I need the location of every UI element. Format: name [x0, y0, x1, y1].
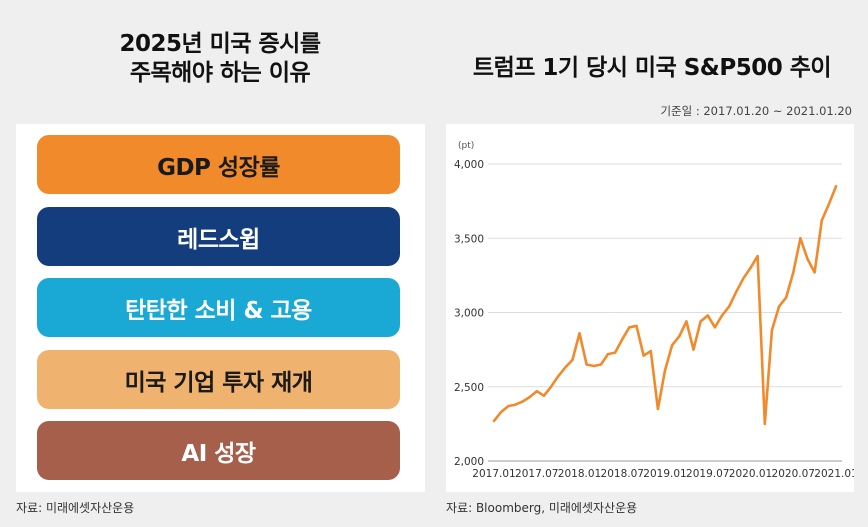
data-point: [656, 407, 660, 411]
reason-ai-growth: AI 성장: [37, 421, 400, 480]
data-point: [606, 352, 610, 356]
data-point: [649, 349, 652, 353]
data-point: [507, 404, 510, 408]
data-point: [499, 410, 503, 414]
data-point: [585, 363, 588, 366]
data-point: [720, 314, 724, 317]
data-point: [578, 332, 581, 335]
x-tick-label: 2019.07: [686, 468, 729, 480]
data-point: [763, 422, 766, 426]
data-point: [834, 185, 838, 188]
data-point: [820, 219, 823, 222]
chart-title: 트럼프 1기 당시 미국 S&P500 추이: [472, 55, 832, 81]
data-point: [613, 351, 617, 354]
data-point: [528, 395, 531, 399]
data-point: [699, 320, 702, 323]
x-axis: 2017.01 2017.07 2018.01 2018.07 2019.01 2019.…: [472, 468, 854, 480]
data-point: [756, 254, 759, 258]
data-point: [628, 326, 631, 329]
series-layer: [492, 184, 838, 426]
x-tick-label: 2018.01: [558, 468, 601, 480]
grid-layer: [488, 163, 842, 462]
data-point: [564, 366, 567, 369]
right-source: 자료: Bloomberg, 미래에셋자산운용: [446, 501, 638, 515]
left-title: 2025년 미국 증시를 주목해야 하는 이유: [16, 30, 424, 88]
data-point: [549, 385, 553, 388]
sp500-chart: 2,000 2,500 3,000 3,500 4,000 2017.01 2017.07…: [454, 141, 854, 480]
data-point: [670, 344, 674, 347]
data-point: [571, 358, 574, 362]
left-title-line1: 2025년 미국 증시를: [119, 31, 322, 57]
left-title-line2: 주목해야 하는 이유: [129, 60, 311, 86]
data-point: [799, 237, 802, 240]
data-point: [621, 338, 624, 341]
data-point: [827, 202, 831, 206]
data-point: [727, 305, 731, 308]
data-point: [678, 335, 681, 338]
data-point: [635, 324, 638, 328]
left-source: 자료: 미래에셋자산운용: [16, 501, 135, 515]
reason-red-sweep: 레드스윕: [37, 207, 400, 266]
data-point: [521, 400, 524, 403]
data-point: [492, 419, 496, 423]
data-point: [784, 296, 788, 299]
data-point: [777, 305, 781, 308]
data-point: [535, 390, 538, 393]
y-tick-label: 3,500: [454, 233, 484, 245]
y-tick-label: 2,000: [454, 456, 484, 468]
data-point: [514, 403, 517, 406]
x-tick-label: 2019.01: [643, 468, 686, 480]
data-point: [770, 329, 774, 332]
data-point: [813, 271, 816, 274]
data-point: [685, 320, 688, 323]
data-point: [642, 354, 645, 357]
data-point: [792, 271, 795, 274]
data-point: [663, 369, 667, 372]
data-point: [592, 364, 595, 368]
data-point: [706, 314, 709, 317]
data-point: [742, 277, 745, 280]
y-tick-label: 2,500: [454, 382, 484, 394]
y-tick-label: 4,000: [454, 159, 484, 171]
y-tick-label: 3,000: [454, 308, 484, 320]
data-point: [713, 326, 717, 329]
x-tick-label: 2021.01: [814, 468, 854, 480]
reason-consumption-employment: 탄탄한 소비 & 고용: [37, 278, 400, 337]
data-point: [692, 348, 695, 351]
chart-panel: 2,000 2,500 3,000 3,500 4,000 2017.01 2017.07…: [446, 124, 854, 492]
x-tick-label: 2020.01: [729, 468, 772, 480]
data-point: [599, 363, 603, 366]
reason-investment-resumption: 미국 기업 투자 재개: [37, 350, 400, 409]
reasons-panel: GDP 성장률 레드스윕 탄탄한 소비 & 고용 미국 기업 투자 재개 AI …: [16, 124, 425, 492]
data-point: [806, 257, 809, 261]
x-tick-label: 2018.07: [601, 468, 644, 480]
x-tick-label: 2020.07: [772, 468, 815, 480]
data-point: [749, 266, 752, 270]
reason-gdp-growth: GDP 성장률: [37, 135, 400, 194]
x-tick-label: 2017.07: [515, 468, 558, 480]
y-axis: 2,000 2,500 3,000 3,500 4,000: [454, 159, 484, 468]
data-point: [735, 290, 738, 293]
data-point: [556, 375, 560, 378]
unit-label: (pt): [458, 141, 474, 151]
x-tick-label: 2017.01: [472, 468, 515, 480]
base-date: 기준일 : 2017.01.20 ~ 2021.01.20: [660, 104, 852, 118]
data-point: [542, 394, 546, 397]
sp500-series-line: [492, 184, 838, 426]
